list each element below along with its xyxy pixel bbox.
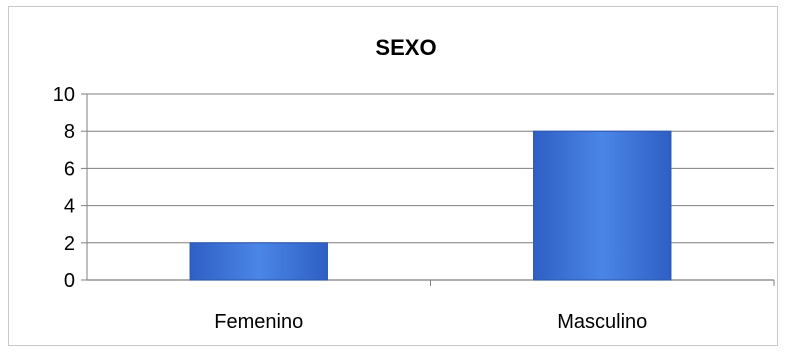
chart-title: SEXO xyxy=(375,35,436,60)
y-tick-label-8: 8 xyxy=(64,121,75,143)
bar-femenino xyxy=(189,242,328,281)
y-axis-ticks: 0 2 4 6 8 10 xyxy=(53,84,87,292)
x-tick-label-femenino: Femenino xyxy=(214,311,303,333)
y-tick-label-2: 2 xyxy=(64,233,75,255)
y-tick-label-4: 4 xyxy=(64,196,75,218)
y-tick-label-10: 10 xyxy=(53,84,75,106)
y-tick-label-0: 0 xyxy=(64,270,75,292)
chart-frame: SEXO 0 2 4 6 8 10 Femenino Masculino xyxy=(8,6,778,346)
bars xyxy=(189,130,672,281)
x-axis-labels: Femenino Masculino xyxy=(214,280,775,333)
x-tick-label-masculino: Masculino xyxy=(557,311,647,333)
bar-masculino xyxy=(533,130,672,281)
y-tick-label-6: 6 xyxy=(64,158,75,180)
bar-chart: SEXO 0 2 4 6 8 10 Femenino Masculino xyxy=(53,35,775,333)
